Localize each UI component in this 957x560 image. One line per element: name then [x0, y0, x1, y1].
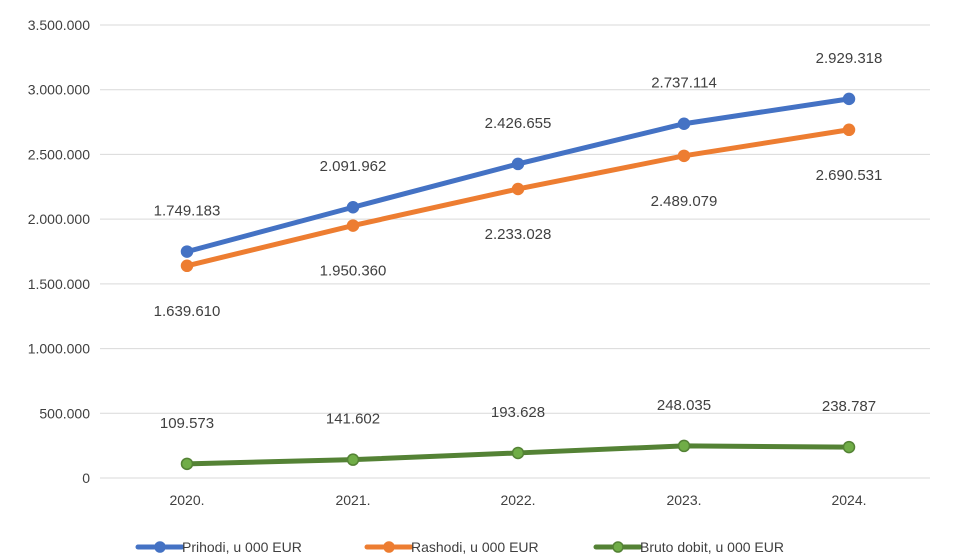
x-tick-label: 2024. — [831, 492, 866, 508]
data-point — [511, 157, 525, 171]
data-point — [180, 245, 194, 258]
data-label: 141.602 — [326, 411, 380, 428]
x-tick-label: 2022. — [500, 492, 535, 508]
data-label: 1.749.183 — [154, 203, 221, 220]
series-2 — [180, 123, 856, 273]
x-tick-label: 2021. — [335, 492, 370, 508]
data-point — [842, 440, 856, 454]
legend-item: Bruto dobit, u 000 EUR — [593, 539, 784, 555]
data-label: 1.639.610 — [154, 303, 221, 320]
legend-item: Rashodi, u 000 EUR — [364, 539, 539, 555]
data-label: 2.737.114 — [651, 75, 717, 92]
data-point — [346, 453, 360, 466]
legend-label: Prihodi, u 000 EUR — [182, 539, 302, 555]
data-labels: 1.749.183 2.091.962 2.426.655 2.737.114 2.92… — [154, 50, 883, 432]
data-label: 2.690.531 — [816, 167, 883, 184]
legend-label: Bruto dobit, u 000 EUR — [640, 539, 784, 555]
series-lines — [180, 92, 856, 471]
data-point — [842, 123, 856, 137]
data-point — [180, 259, 194, 273]
data-label: 2.233.028 — [485, 226, 552, 243]
y-tick-label: 3.500.000 — [28, 17, 90, 33]
series-3 — [180, 439, 856, 471]
data-label: 2.091.962 — [320, 158, 387, 175]
data-label: 2.426.655 — [485, 115, 552, 132]
data-point — [346, 219, 360, 232]
data-label: 2.489.079 — [651, 193, 718, 210]
series-1 — [180, 92, 856, 258]
y-tick-label: 500.000 — [39, 405, 90, 421]
data-point — [180, 457, 194, 471]
legend: Prihodi, u 000 EUR Rashodi, u 000 EUR Brut… — [135, 539, 784, 555]
data-label: 2.929.318 — [816, 50, 883, 67]
data-label: 193.628 — [491, 404, 545, 421]
y-tick-label: 1.500.000 — [28, 276, 90, 292]
x-tick-label: 2023. — [666, 492, 701, 508]
gridlines — [100, 24, 930, 479]
y-tick-label: 0 — [82, 470, 90, 486]
data-point — [677, 149, 691, 163]
series-line — [184, 127, 852, 269]
data-point — [677, 117, 691, 130]
legend-label: Rashodi, u 000 EUR — [411, 539, 539, 555]
data-label: 109.573 — [160, 415, 214, 432]
y-axis-tick-labels: 0 500.000 1.000.000 1.500.000 2.000.000 2.500… — [28, 17, 91, 486]
data-point — [346, 200, 360, 214]
y-tick-label: 1.000.000 — [28, 341, 90, 357]
data-point — [842, 92, 856, 106]
legend-marker — [612, 541, 624, 553]
data-label: 238.787 — [822, 398, 876, 415]
y-tick-label: 2.500.000 — [28, 146, 90, 162]
legend-marker — [154, 541, 166, 553]
data-label: 1.950.360 — [320, 263, 387, 280]
data-point — [677, 439, 691, 453]
legend-item: Prihodi, u 000 EUR — [135, 539, 302, 555]
legend-marker — [383, 541, 395, 553]
x-tick-label: 2020. — [169, 492, 204, 508]
x-axis-tick-labels: 2020. 2021. 2022. 2023. 2024. — [169, 492, 866, 508]
data-label: 248.035 — [657, 397, 711, 414]
data-point — [511, 182, 525, 196]
y-tick-label: 3.000.000 — [28, 82, 90, 98]
y-tick-label: 2.000.000 — [28, 211, 90, 227]
data-point — [511, 446, 525, 460]
